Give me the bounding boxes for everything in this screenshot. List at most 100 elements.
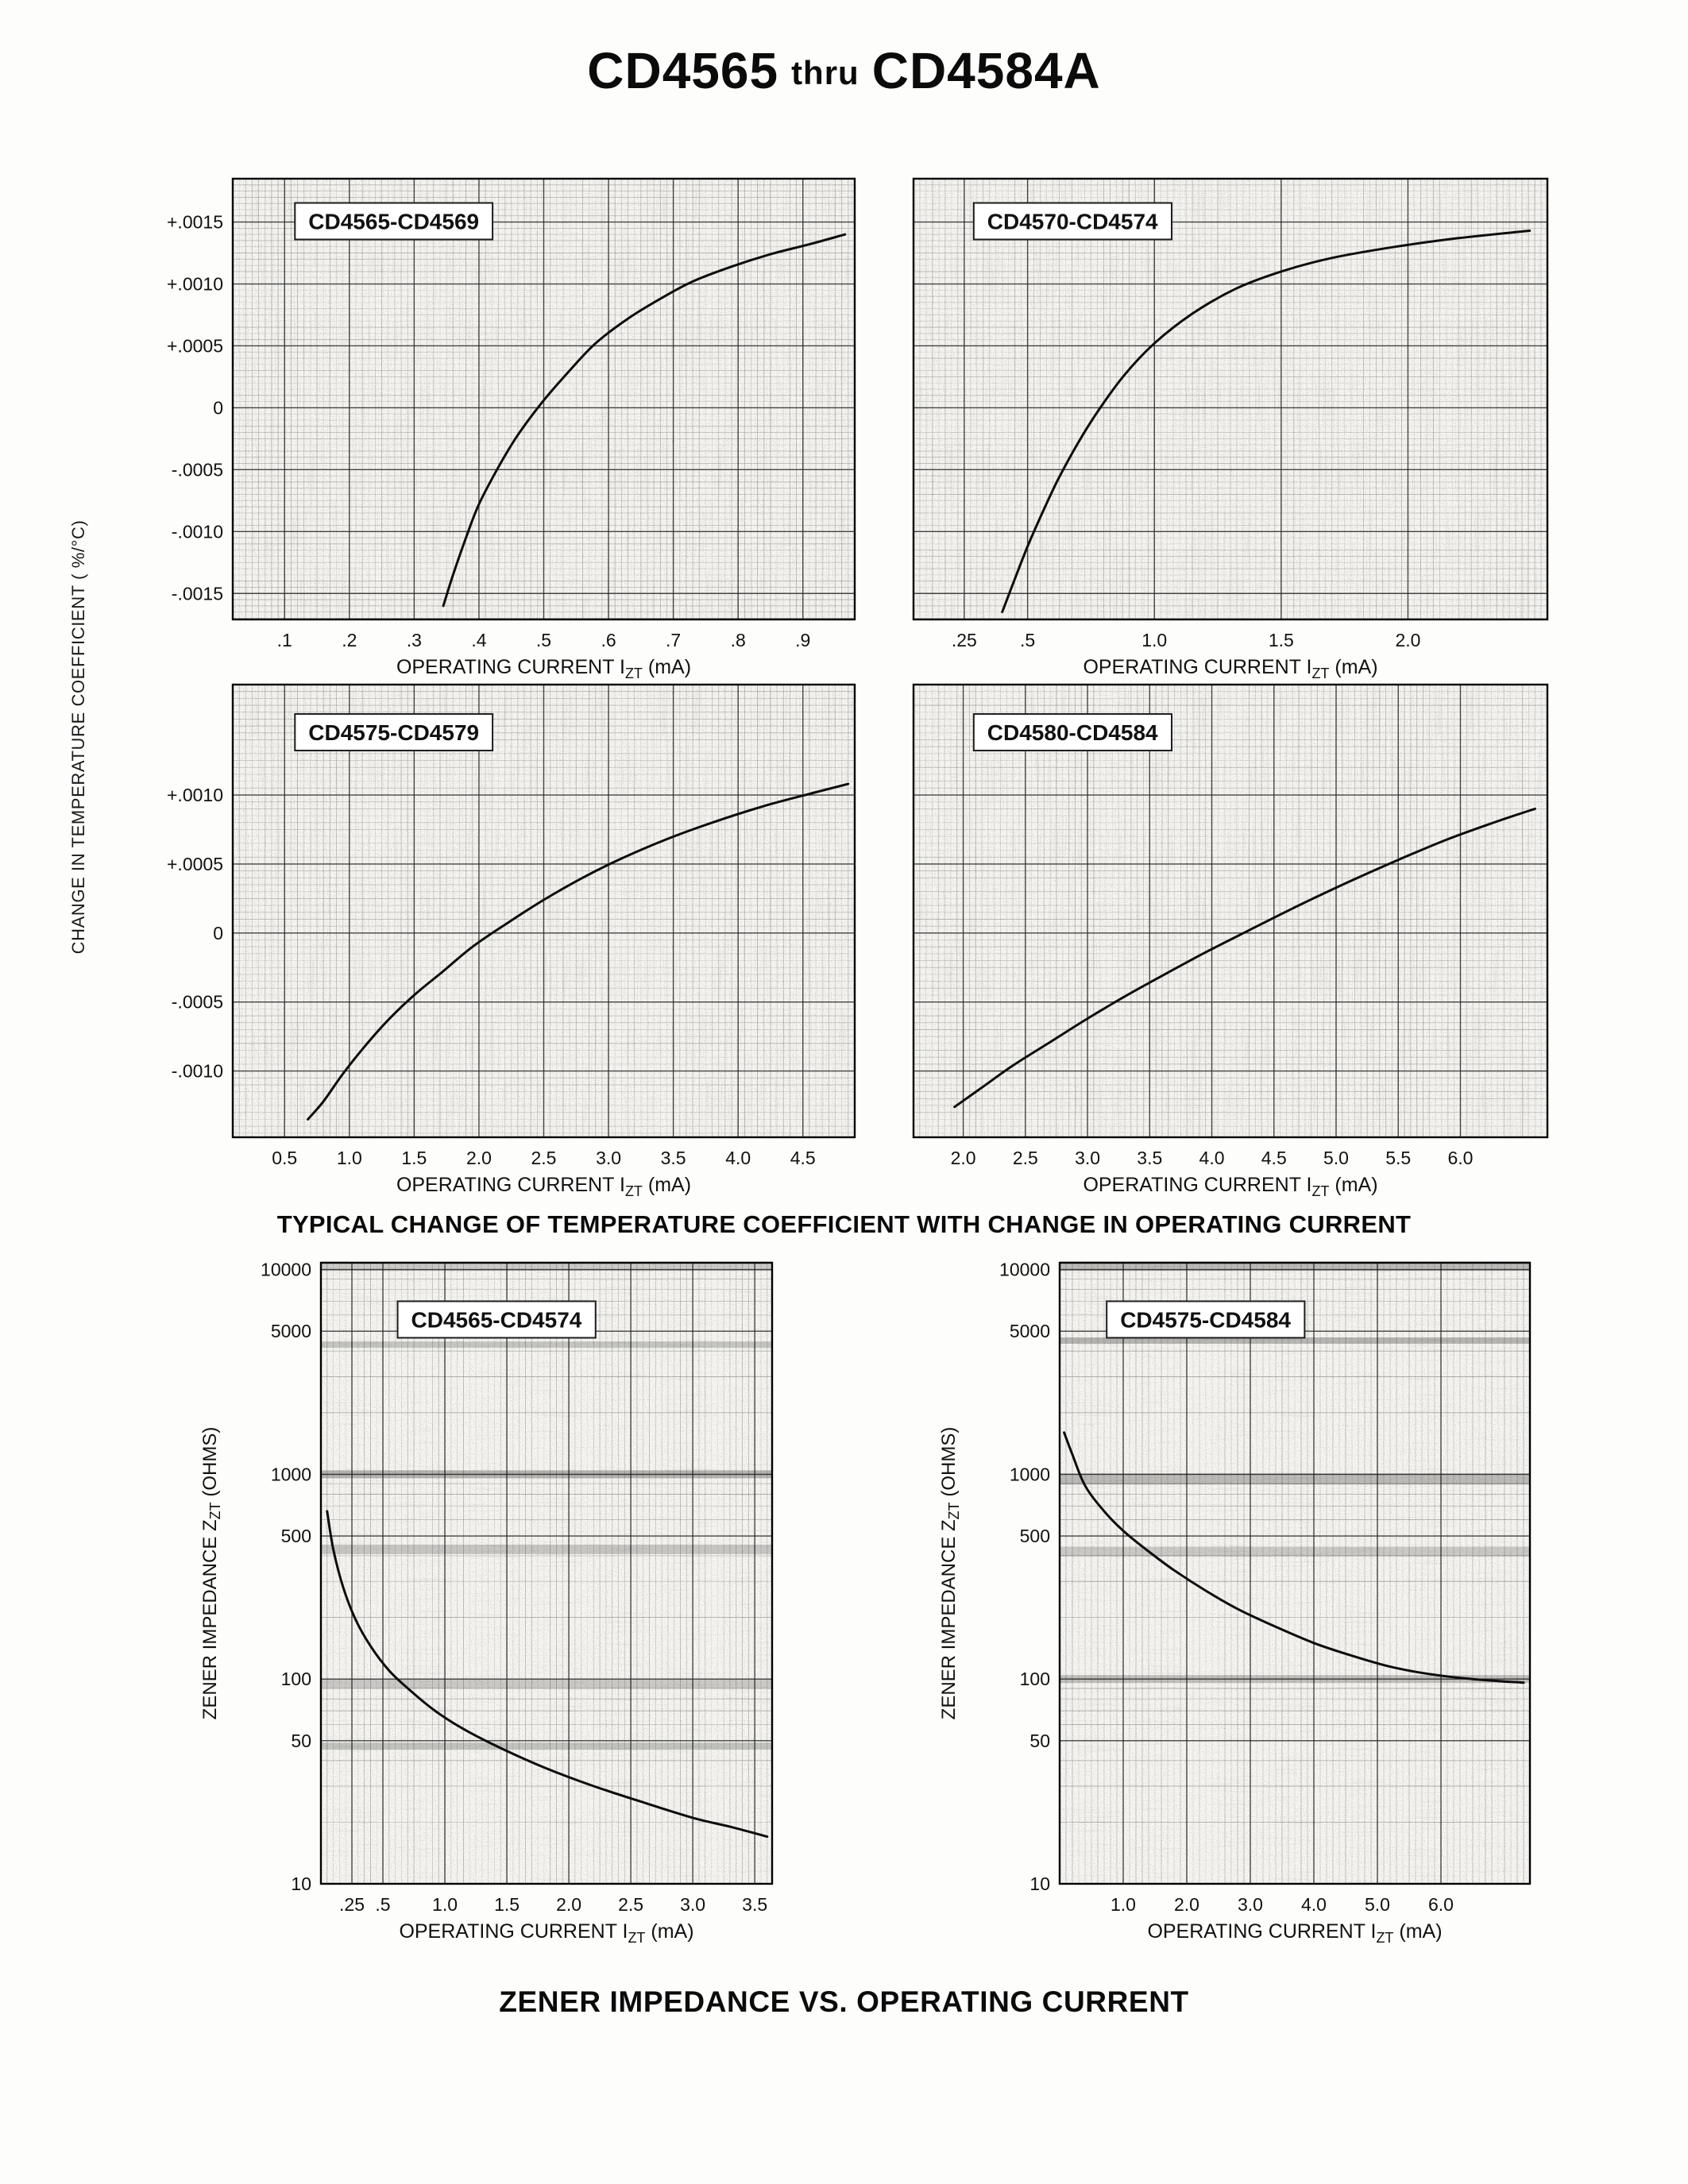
x-tick-label: 2.5 (618, 1894, 643, 1915)
trace-line (1001, 230, 1532, 614)
chart-temp-coeff-cd4565-cd4569: .1 .2 .3 .4 .5 .6 .7 .8 .9 +.0015 +.0010 +.0005 0 -.0… (135, 172, 861, 689)
x-tick-label: 1.0 (1111, 1894, 1136, 1915)
x-tick-label: .1 (277, 630, 292, 650)
chart-zener-impedance-cd4575-cd4584: 1.0 2.0 3.0 4.0 5.0 6.0 10000 5000 1000 500 100 50 1… (934, 1255, 1536, 1962)
y-tick-label: 1000 (271, 1464, 311, 1484)
x-tick-label: 3.5 (1137, 1148, 1162, 1168)
y-tick-label: 10000 (999, 1260, 1050, 1280)
chart-svg: 0.5 1.0 1.5 2.0 2.5 3.0 3.5 4.0 4.5 +.0010 +.0005 0… (167, 683, 856, 1199)
y-tick-label: 100 (1020, 1669, 1050, 1689)
x-tick-label: 1.0 (432, 1894, 458, 1915)
y-tick-label: +.0005 (167, 335, 223, 356)
temp-coefficient-axis-label: CHANGE IN TEMPERATURE COEFFICIENT ( %/°C… (68, 519, 88, 955)
x-tick-label: 1.5 (494, 1894, 520, 1915)
x-tick-label: 4.5 (790, 1148, 816, 1168)
caption-temp-coefficient: TYPICAL CHANGE OF TEMPERATURE COEFFICIEN… (276, 1210, 1412, 1238)
x-tick-label: 0.5 (272, 1148, 297, 1168)
trace-line (442, 233, 847, 608)
x-axis-title: OPERATING CURRENT IZT (mA) (1147, 1920, 1442, 1946)
trace-line (326, 1510, 769, 1839)
chart-title-box (972, 202, 1173, 241)
plot-border (912, 683, 1549, 1139)
x-tick-label: 5.0 (1365, 1894, 1390, 1915)
chart-temp-coeff-cd4575-cd4579: 0.5 1.0 1.5 2.0 2.5 3.0 3.5 4.0 4.5 +.0010 +.0005 0… (135, 678, 861, 1209)
x-tick-label: .7 (666, 630, 681, 650)
x-tick-label: .6 (601, 630, 616, 650)
x-tick-label: 3.0 (596, 1148, 621, 1168)
x-tick-label: 4.0 (1199, 1148, 1225, 1168)
x-tick-label: 1.5 (401, 1148, 427, 1168)
x-tick-label: 5.5 (1385, 1148, 1411, 1168)
x-tick-label: .4 (471, 630, 486, 650)
x-tick-label: 1.0 (1141, 630, 1167, 650)
x-tick-label: .25 (952, 630, 977, 650)
chart-title: CD4570-CD4574 (987, 210, 1158, 234)
chart-title-box (972, 713, 1173, 752)
chart-title: CD4575-CD4584 (1120, 1307, 1291, 1332)
trace-line (953, 807, 1536, 1109)
chart-svg: 2.0 2.5 3.0 3.5 4.0 4.5 5.0 5.5 6.0 OPERATING CUR… (912, 683, 1549, 1199)
chart-svg: .1 .2 .3 .4 .5 .6 .7 .8 .9 +.0015 +.0010 +.0005 0 -.0… (167, 177, 856, 681)
y-tick-label: 100 (281, 1669, 311, 1689)
y-tick-label: 0 (213, 397, 223, 418)
page-title: CD4565 thru CD4584A (0, 41, 1688, 100)
chart-temp-coeff-cd4570-cd4574: .25 .5 1.0 1.5 2.0 OPERATING CURRENT IZT (mA)… (910, 172, 1554, 689)
y-tick-label: -.0005 (172, 992, 223, 1013)
x-axis-title: OPERATING CURRENT IZT (mA) (399, 1920, 693, 1946)
x-tick-label: .5 (1020, 630, 1035, 650)
chart-title: CD4565-CD4574 (411, 1307, 582, 1332)
x-tick-label: 2.0 (556, 1894, 581, 1915)
plot-border (1058, 1261, 1532, 1885)
x-tick-label: .3 (407, 630, 422, 650)
y-tick-label: 5000 (1010, 1321, 1050, 1341)
y-tick-label: 10 (1029, 1873, 1050, 1894)
x-tick-label: 4.5 (1261, 1148, 1287, 1168)
x-axis-title: OPERATING CURRENT IZT (mA) (1083, 1174, 1377, 1199)
x-tick-label: 2.0 (1395, 630, 1420, 650)
x-axis-title: OPERATING CURRENT IZT (mA) (396, 1174, 691, 1199)
page-title-left: CD4565 (587, 42, 779, 99)
x-axis-title: OPERATING CURRENT IZT (mA) (1083, 656, 1377, 681)
y-tick-label: 1000 (1010, 1464, 1050, 1484)
plot-border (912, 177, 1549, 621)
y-tick-label: -.0010 (172, 1061, 223, 1082)
x-tick-label: 1.0 (337, 1148, 362, 1168)
y-tick-label: 5000 (271, 1321, 311, 1341)
y-tick-label: +.0010 (167, 274, 223, 295)
y-tick-label: 10 (291, 1873, 311, 1894)
y-axis-title: ZENER IMPEDANCE ZZT (OHMS) (199, 1427, 223, 1720)
x-tick-label: 2.5 (1013, 1148, 1038, 1168)
x-tick-label: 3.0 (1075, 1148, 1100, 1168)
chart-title-box (294, 202, 494, 241)
page-title-right: CD4584A (871, 42, 1101, 99)
y-tick-label: +.0010 (167, 785, 223, 805)
x-tick-label: 3.5 (661, 1148, 686, 1168)
x-tick-label: 2.0 (1174, 1894, 1199, 1915)
y-tick-label: 50 (291, 1731, 311, 1751)
chart-svg: 1.0 2.0 3.0 4.0 5.0 6.0 10000 5000 1000 500 100 50 1… (938, 1260, 1532, 1946)
trace-line (307, 782, 850, 1121)
x-tick-label: .25 (339, 1894, 365, 1915)
chart-temp-coeff-cd4580-cd4584: 2.0 2.5 3.0 3.5 4.0 4.5 5.0 5.5 6.0 OPERATING CUR… (910, 678, 1554, 1209)
chart-svg: .25 .5 1.0 1.5 2.0 OPERATING CURRENT IZT (mA)… (912, 177, 1549, 681)
x-tick-label: 3.0 (680, 1894, 705, 1915)
x-tick-label: 2.5 (531, 1148, 557, 1168)
chart-zener-impedance-cd4565-cd4574: .25 .5 1.0 1.5 2.0 2.5 3.0 3.5 10000 5000 1000 500 1… (195, 1255, 778, 1962)
x-tick-label: 2.0 (466, 1148, 492, 1168)
x-tick-label: 4.0 (725, 1148, 751, 1168)
y-tick-label: -.0015 (172, 583, 223, 604)
plot-border (231, 683, 856, 1139)
x-tick-label: 1.5 (1269, 630, 1294, 650)
plot-border (319, 1261, 774, 1885)
x-tick-label: 4.0 (1301, 1894, 1327, 1915)
y-tick-label: -.0005 (172, 459, 223, 480)
x-tick-label: 6.0 (1428, 1894, 1454, 1915)
x-tick-label: .5 (536, 630, 551, 650)
chart-title: CD4575-CD4579 (308, 720, 479, 745)
plot-border (231, 177, 856, 621)
x-tick-label: 2.0 (951, 1148, 976, 1168)
x-axis-title: OPERATING CURRENT IZT (mA) (396, 656, 691, 681)
y-tick-label: -.0010 (172, 521, 223, 542)
y-tick-label: 500 (281, 1526, 311, 1546)
x-tick-label: 3.5 (742, 1894, 767, 1915)
